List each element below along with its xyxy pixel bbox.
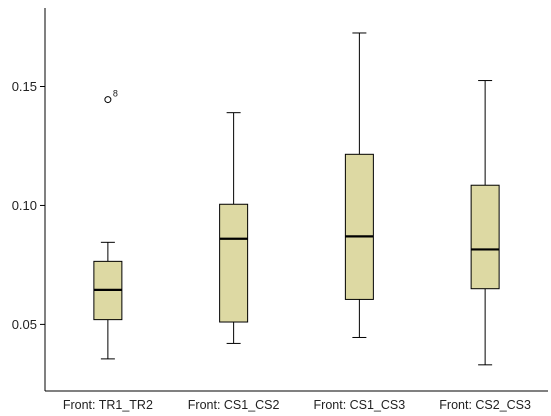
x-category-label: Front: CS1_CS2 — [188, 398, 280, 412]
x-category-label: Front: CS2_CS3 — [439, 398, 531, 412]
y-tick-label: 0.15 — [12, 79, 37, 94]
x-category-label: Front: TR1_TR2 — [63, 398, 153, 412]
box-group — [470, 80, 500, 366]
box-group — [219, 112, 249, 344]
box-iqr — [344, 153, 374, 300]
axes — [40, 8, 548, 392]
box-iqr — [470, 184, 500, 290]
outlier-label: 8 — [113, 89, 118, 99]
x-category-label: Front: CS1_CS3 — [314, 398, 406, 412]
y-tick-label: 0.10 — [12, 198, 37, 213]
boxes — [93, 32, 500, 366]
labels: 0.05 0.10 0.15 8 Front: TR1_TR2 Front: CS1_CS… — [12, 79, 531, 412]
outlier-point — [104, 96, 112, 104]
y-tick-label: 0.05 — [12, 317, 37, 332]
box-group — [93, 96, 123, 360]
box-group — [344, 32, 374, 338]
box-iqr — [219, 203, 249, 323]
